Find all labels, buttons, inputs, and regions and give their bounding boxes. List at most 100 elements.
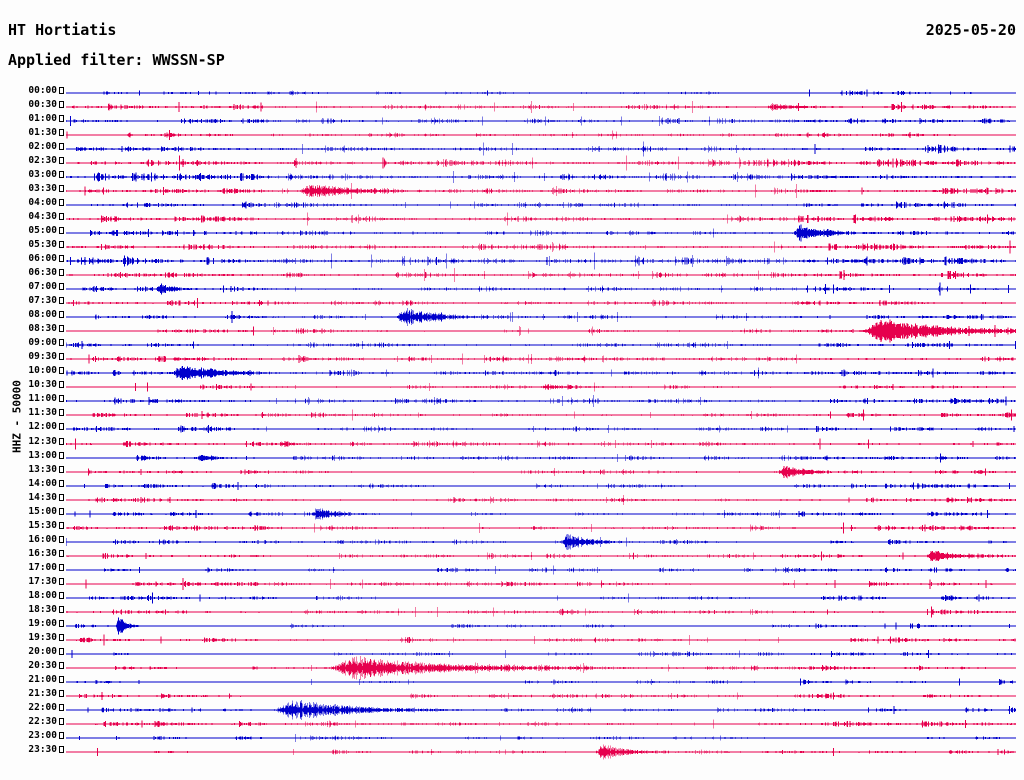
axis-tick-icon (59, 353, 64, 361)
seismic-trace (66, 617, 1016, 635)
axis-tick-icon (59, 465, 64, 473)
trace-time-label: 05:00 (28, 225, 57, 237)
trace-time-label: 14:00 (28, 477, 57, 489)
trace-row: 13:30 (0, 464, 1024, 479)
seismic-trace (66, 410, 1016, 421)
trace-row: 14:00 (0, 477, 1024, 493)
axis-tick-icon (59, 577, 64, 585)
trace-row: 17:00 (0, 562, 1024, 577)
axis-tick-icon (59, 185, 64, 193)
trace-row: 07:00 (0, 282, 1024, 296)
seismic-trace (66, 116, 1016, 127)
trace-row: 08:00 (0, 308, 1024, 327)
seismic-trace (66, 353, 1016, 365)
trace-time-label: 22:00 (28, 701, 57, 713)
trace-time-label: 10:00 (28, 365, 57, 377)
trace-time-label: 13:00 (28, 449, 57, 461)
trace-row: 03:00 (0, 170, 1024, 184)
trace-time-label: 07:00 (28, 281, 57, 293)
axis-tick-icon (59, 591, 64, 599)
trace-time-label: 12:30 (28, 435, 57, 447)
trace-row: 17:30 (0, 576, 1024, 591)
seismic-trace (66, 744, 1016, 760)
axis-tick-icon (59, 479, 64, 487)
axis-tick-icon (59, 157, 64, 165)
seismic-trace (66, 634, 1016, 646)
trace-time-label: 20:30 (28, 659, 57, 671)
axis-tick-icon (59, 563, 64, 571)
seismic-trace (66, 565, 1016, 575)
trace-row: 12:30 (0, 435, 1024, 451)
trace-time-label: 16:00 (28, 533, 57, 545)
trace-time-label: 07:30 (28, 295, 57, 307)
seismogram-plot: HHZ - 50000 00:00 00:30 01:00 01:30 02:00 02:… (0, 80, 1024, 780)
axis-tick-icon (59, 535, 64, 543)
seismic-trace (66, 89, 1016, 97)
trace-row: 10:00 (0, 365, 1024, 381)
axis-tick-icon (59, 339, 64, 347)
axis-tick-icon (59, 703, 64, 711)
trace-row: 18:30 (0, 603, 1024, 619)
axis-tick-icon (59, 227, 64, 235)
trace-time-label: 08:00 (28, 309, 57, 321)
trace-time-label: 23:30 (28, 743, 57, 755)
axis-tick-icon (59, 325, 64, 333)
seismic-trace (66, 533, 1016, 550)
seismic-trace (66, 649, 1016, 659)
seismic-trace (66, 733, 1016, 742)
trace-row: 05:00 (0, 224, 1024, 242)
trace-time-label: 02:30 (28, 155, 57, 167)
applied-filter-label: Applied filter: WWSSN-SP (8, 51, 225, 69)
trace-row: 10:30 (0, 380, 1024, 394)
seismic-trace (66, 341, 1016, 350)
trace-time-label: 04:00 (28, 197, 57, 209)
trace-time-label: 11:30 (28, 407, 57, 419)
seismic-trace (66, 282, 1016, 296)
seismic-trace (66, 678, 1016, 686)
seismic-trace (66, 507, 1016, 520)
seismic-trace (66, 366, 1016, 381)
seismic-trace (66, 522, 1016, 533)
seismic-trace (66, 591, 1016, 604)
trace-time-label: 00:00 (28, 85, 57, 96)
trace-row: 20:00 (0, 647, 1024, 661)
seismic-trace (66, 691, 1016, 700)
axis-tick-icon (59, 199, 64, 207)
trace-time-label: 03:30 (28, 183, 57, 195)
axis-tick-icon (59, 115, 64, 123)
trace-row: 11:30 (0, 408, 1024, 422)
seismic-trace (66, 171, 1016, 184)
axis-tick-icon (59, 717, 64, 725)
seismic-trace (66, 494, 1016, 505)
seismic-trace (66, 655, 1016, 680)
trace-row: 03:30 (0, 183, 1024, 199)
axis-tick-icon (59, 731, 64, 739)
trace-row: 22:00 (0, 699, 1024, 721)
axis-tick-icon (59, 437, 64, 445)
axis-tick-icon (59, 297, 64, 305)
seismic-trace (66, 395, 1016, 408)
seismic-trace (66, 699, 1016, 721)
seismic-trace (66, 141, 1016, 157)
seismic-trace (66, 382, 1016, 393)
axis-tick-icon (59, 213, 64, 221)
axis-tick-icon (59, 689, 64, 697)
trace-time-label: 06:00 (28, 253, 57, 265)
seismic-trace (66, 453, 1016, 462)
seismic-trace (66, 224, 1016, 242)
seismic-trace (66, 308, 1016, 327)
station-title: HT Hortiatis (8, 21, 117, 39)
trace-time-label: 06:30 (28, 267, 57, 279)
seismic-trace (66, 550, 1016, 561)
seismic-trace (66, 252, 1016, 270)
axis-tick-icon (59, 493, 64, 501)
axis-tick-icon (59, 619, 64, 627)
seismic-trace (66, 101, 1016, 113)
axis-tick-icon (59, 129, 64, 137)
axis-tick-icon (59, 255, 64, 263)
seismic-trace (66, 481, 1016, 490)
trace-time-label: 18:30 (28, 603, 57, 615)
axis-tick-icon (59, 381, 64, 389)
trace-time-label: 19:30 (28, 631, 57, 643)
